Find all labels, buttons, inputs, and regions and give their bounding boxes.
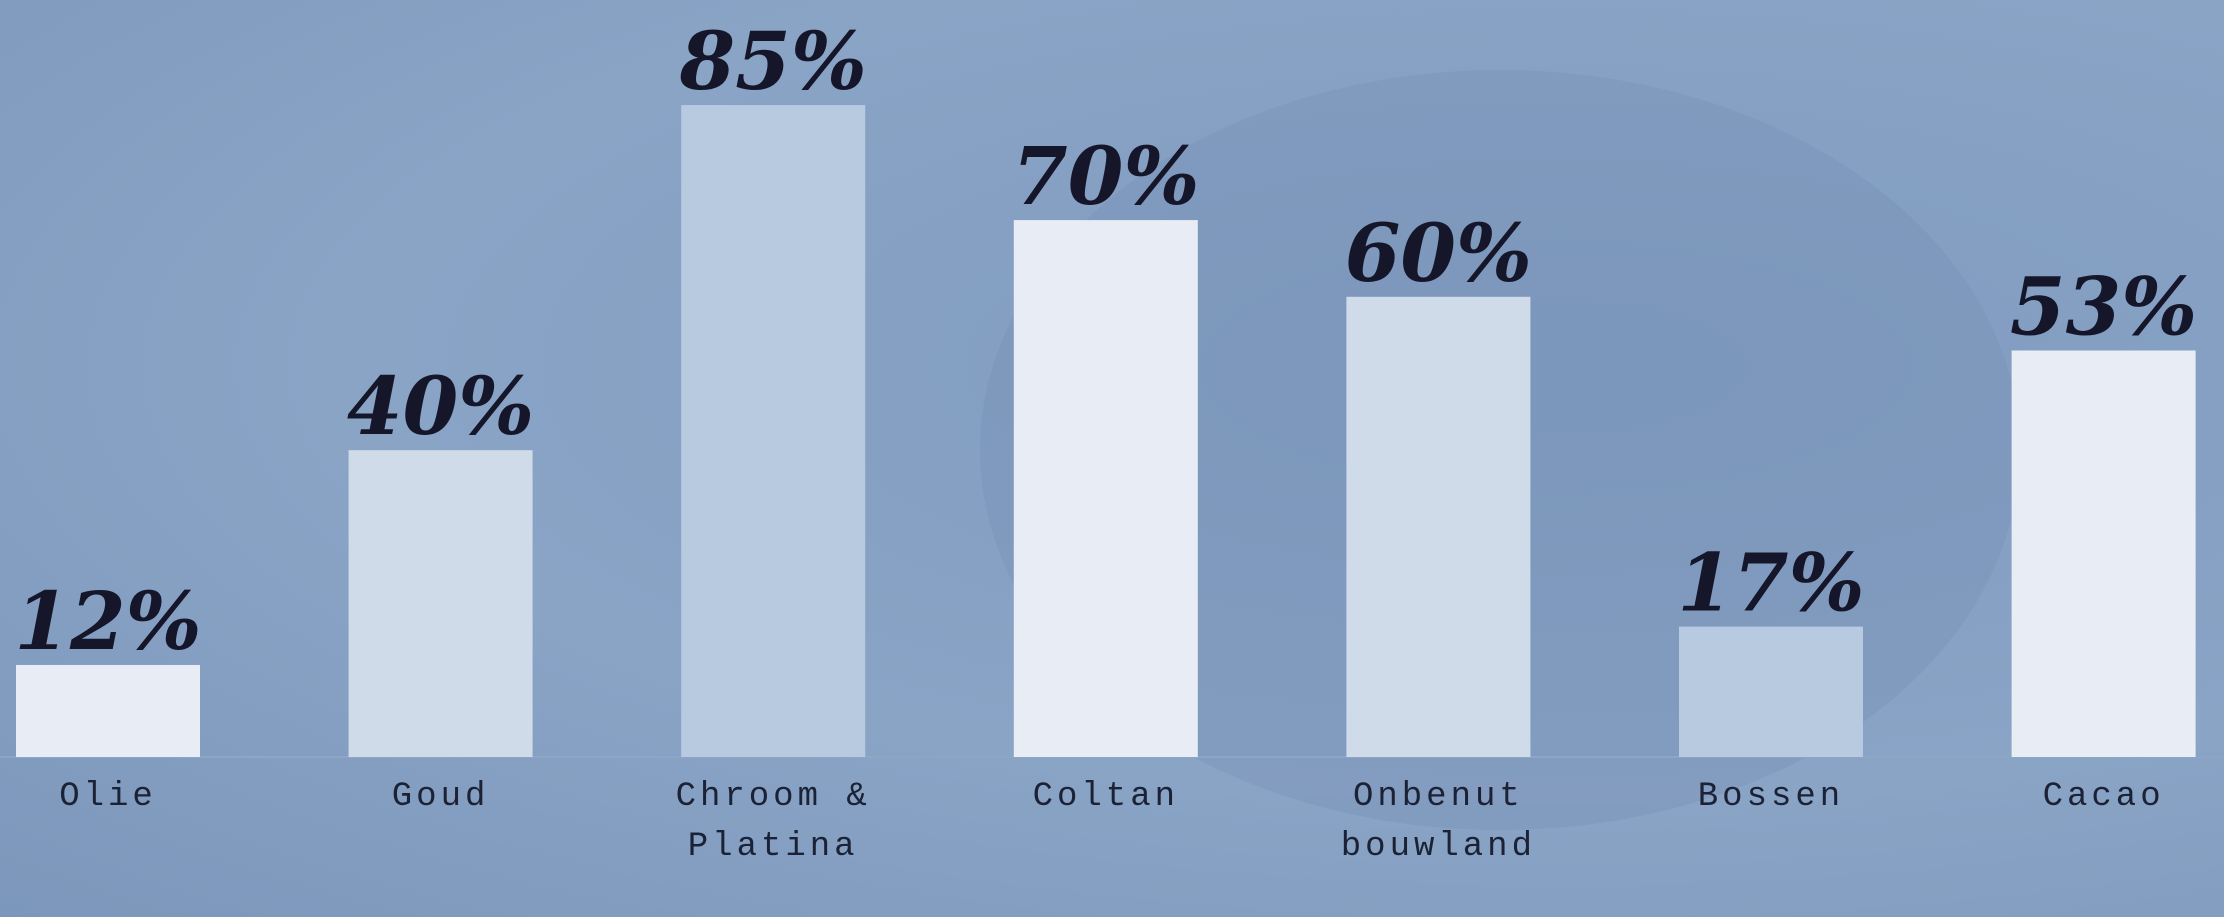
- bar: [2011, 350, 2196, 757]
- value-label: 85%: [679, 14, 867, 108]
- bar: [1679, 626, 1863, 757]
- bar: [16, 664, 200, 757]
- value-label: 12%: [14, 574, 201, 668]
- value-label: 53%: [2010, 259, 2197, 353]
- category-label: Olie: [59, 778, 157, 816]
- value-label: 60%: [1345, 206, 1532, 300]
- value-label: 70%: [1012, 129, 1199, 223]
- value-label: 40%: [347, 359, 534, 453]
- bar: [681, 105, 866, 758]
- category-label: Chroom & Platina: [675, 778, 871, 866]
- value-label: 17%: [1677, 536, 1864, 630]
- category-label: Goud: [391, 778, 490, 816]
- bar: [1346, 296, 1531, 757]
- category-label: Coltan: [1032, 778, 1179, 816]
- category-label: Onbenut bouwland: [1340, 778, 1536, 866]
- category-label: Bossen: [1697, 778, 1845, 816]
- category-label: Cacao: [2042, 778, 2165, 816]
- bar: [1013, 220, 1198, 758]
- bar: [348, 450, 533, 757]
